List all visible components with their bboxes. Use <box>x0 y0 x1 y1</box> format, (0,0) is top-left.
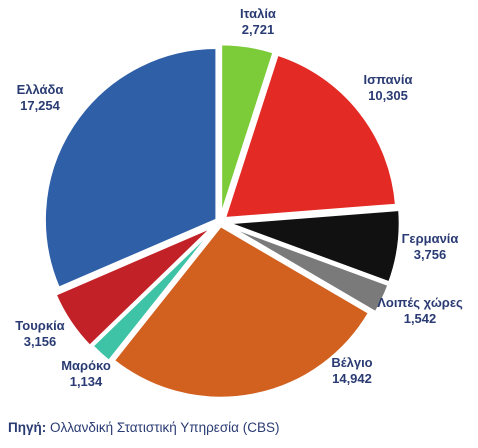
pie-slice-5 <box>91 225 218 363</box>
slice-label-6: Τουρκία <box>15 318 64 333</box>
slice-value-7: 17,254 <box>20 98 61 113</box>
source-text: Ολλανδική Στατιστική Υπηρεσία (CBS) <box>50 420 280 435</box>
slice-value-3: 1,542 <box>404 311 437 326</box>
pie-slice-4 <box>112 224 371 400</box>
slice-label-1: Ισπανία <box>364 72 413 87</box>
source-label: Πηγή: <box>8 420 47 435</box>
slice-value-2: 3,756 <box>414 247 447 262</box>
pie-slice-0 <box>219 42 275 218</box>
slices-layer <box>43 42 402 400</box>
source-note: Πηγή: Ολλανδική Στατιστική Υπηρεσία (CBS… <box>8 420 279 435</box>
pie-slice-7 <box>43 46 218 290</box>
pie-slice-3 <box>225 224 390 314</box>
pie-slice-6 <box>54 225 215 348</box>
slice-value-0: 2,721 <box>242 22 275 37</box>
pie-slice-2 <box>226 208 402 284</box>
slice-value-1: 10,305 <box>368 88 408 103</box>
pie-slice-1 <box>223 53 398 220</box>
slice-label-7: Ελλάδα <box>17 82 64 97</box>
slice-value-4: 14,942 <box>332 371 372 386</box>
slice-label-4: Βέλγιο <box>331 355 372 370</box>
slice-label-3: Λοιπές χώρες <box>377 295 463 310</box>
slice-value-5: 1,134 <box>70 374 103 389</box>
slice-label-5: Μαρόκο <box>61 358 111 373</box>
slice-label-0: Ιταλία <box>240 6 276 21</box>
slice-value-6: 3,156 <box>24 334 57 349</box>
slice-label-2: Γερμανία <box>402 231 459 246</box>
